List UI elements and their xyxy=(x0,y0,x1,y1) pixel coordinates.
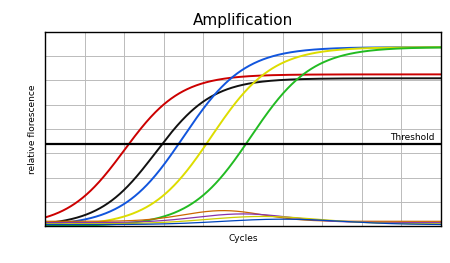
Text: Threshold: Threshold xyxy=(391,133,435,142)
Title: Amplification: Amplification xyxy=(193,13,293,28)
X-axis label: Cycles: Cycles xyxy=(228,234,258,243)
Y-axis label: relative florescence: relative florescence xyxy=(28,84,37,174)
